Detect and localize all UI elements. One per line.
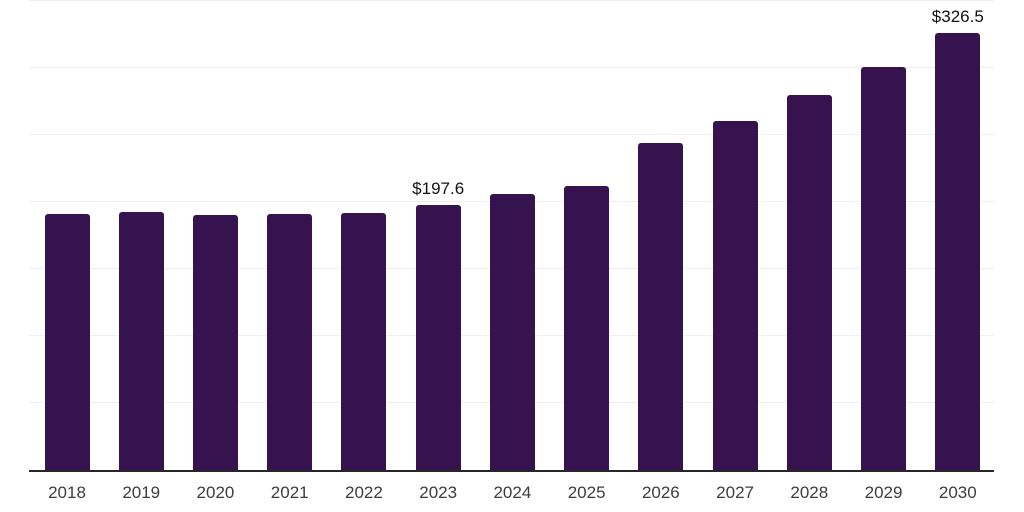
bar-2025 bbox=[564, 186, 610, 470]
data-label-2023: $197.6 bbox=[412, 179, 465, 199]
x-axis-line bbox=[29, 470, 994, 472]
x-tick-label-2027: 2027 bbox=[716, 483, 754, 502]
x-tick-label-2029: 2029 bbox=[864, 483, 903, 502]
gridline-300 bbox=[29, 67, 994, 68]
bar-2023 bbox=[415, 205, 461, 470]
gridline-350 bbox=[29, 0, 994, 1]
data-label-2030: $326.5 bbox=[931, 6, 984, 26]
x-tick-label-2022: 2022 bbox=[345, 483, 383, 502]
bar-2018 bbox=[44, 214, 90, 470]
x-tick-label-2026: 2026 bbox=[641, 483, 680, 502]
x-tick-label-2024: 2024 bbox=[493, 483, 532, 502]
bar-2024 bbox=[489, 194, 535, 470]
gridline-250 bbox=[29, 134, 994, 135]
x-tick-label-2021: 2021 bbox=[270, 483, 309, 502]
x-axis-labels: 2018 2019 2020 2021 2022 2023 2024 2025 2026 2027… bbox=[29, 482, 994, 506]
x-tick-label-2028: 2028 bbox=[790, 483, 829, 502]
bar-2027 bbox=[712, 121, 758, 470]
bar-2028 bbox=[786, 95, 832, 470]
bar-2022 bbox=[341, 213, 387, 470]
x-tick-label-2030: 2030 bbox=[938, 483, 977, 502]
bar-2029 bbox=[861, 67, 907, 470]
bar-2019 bbox=[118, 212, 164, 470]
bar-2021 bbox=[267, 214, 313, 470]
bar-2020 bbox=[192, 215, 238, 470]
x-tick-label-2025: 2025 bbox=[567, 483, 606, 502]
x-tick-label-2019: 2019 bbox=[122, 483, 161, 502]
x-tick-label-2020: 2020 bbox=[196, 483, 235, 502]
bar-2030 bbox=[935, 32, 981, 470]
x-tick-label-2023: 2023 bbox=[419, 483, 458, 502]
bar-2026 bbox=[638, 143, 684, 470]
plot-area: $197.6 $326.5 bbox=[29, 0, 994, 472]
x-tick-label-2018: 2018 bbox=[48, 483, 86, 502]
